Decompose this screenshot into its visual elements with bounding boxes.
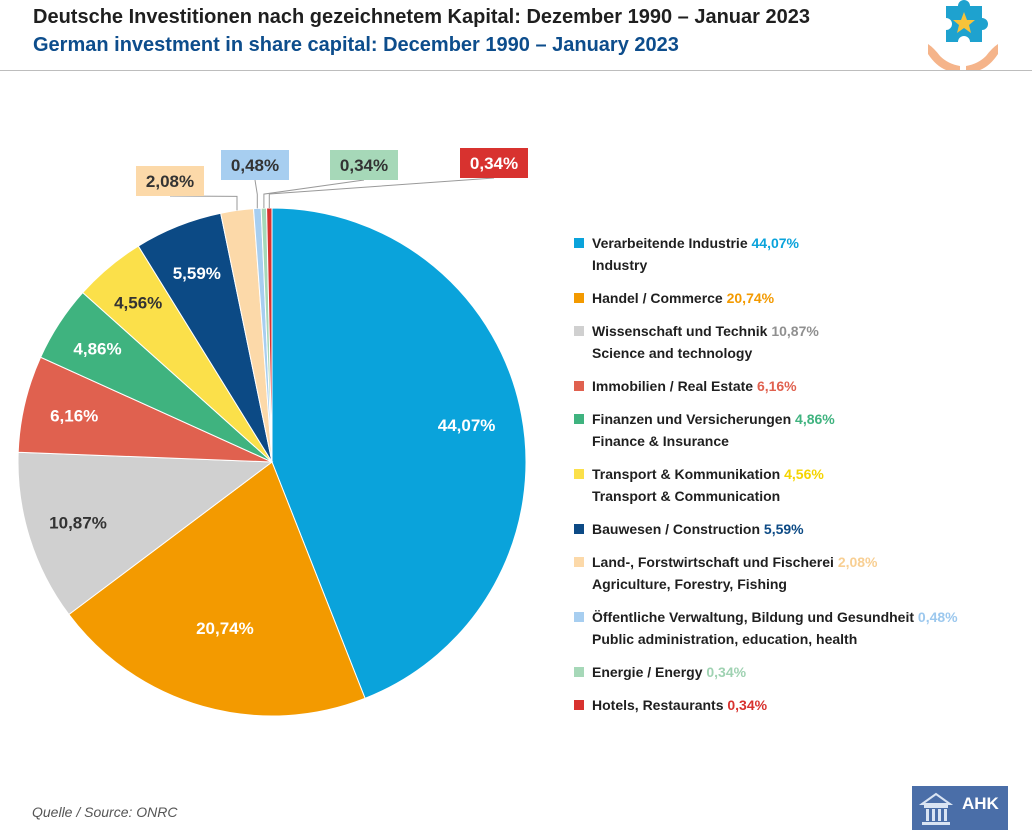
slice-value-label: 4,86% (73, 339, 121, 358)
legend-swatch (574, 667, 584, 677)
legend-swatch (574, 469, 584, 479)
legend-percentage: 0,48% (917, 609, 958, 625)
legend-swatch (574, 293, 584, 303)
callout-box (330, 150, 398, 180)
legend-label-de: Land-, Forstwirtschaft und Fischerei (592, 554, 838, 570)
legend-item: Verarbeitende Industrie 44,07% Industry (574, 232, 1024, 276)
legend-swatch (574, 414, 584, 424)
legend-item: Finanzen und Versicherungen 4,86% Finance… (574, 408, 1024, 452)
pie-slice (17, 451, 274, 616)
callout-value-label: 0,34% (470, 154, 518, 173)
pie-slice (68, 461, 366, 717)
legend-item: Energie / Energy 0,34% (574, 661, 1024, 683)
legend-label-de: Finanzen und Versicherungen (592, 411, 796, 427)
legend-label-de: Verarbeitende Industrie (592, 235, 752, 251)
legend-swatch (574, 381, 584, 391)
callout-box (221, 150, 289, 180)
ahk-logo-text: AHK (962, 794, 999, 813)
legend-label-en: Public administration, education, health (592, 631, 858, 647)
legend-swatch (574, 612, 584, 622)
callout-value-label: 0,34% (340, 156, 388, 175)
slice-value-label: 44,07% (438, 416, 496, 435)
legend-percentage: 5,59% (763, 521, 804, 537)
callout-leader-line (254, 179, 258, 209)
legend-label-de: Öffentliche Verwaltung, Bildung und Gesu… (592, 609, 918, 625)
legend-label-de: Handel / Commerce (592, 290, 727, 306)
legend: Verarbeitende Industrie 44,07% Industry Ha… (574, 232, 1024, 727)
legend-item: Land-, Forstwirtschaft und Fischerei 2,0… (574, 551, 1024, 595)
legend-percentage: 20,74% (726, 290, 775, 306)
callout-leader-line (169, 195, 238, 211)
ahk-building-logo-icon: AHK (912, 786, 1008, 830)
legend-label-en: Agriculture, Forestry, Fishing (592, 576, 787, 592)
legend-label-en: Finance & Insurance (592, 433, 729, 449)
legend-item: Öffentliche Verwaltung, Bildung und Gesu… (574, 606, 1024, 650)
pie-chart: 44,07% 20,74% 10,87% 6,16% 4,86% 4,56% 5,59% 2,… (17, 148, 528, 717)
legend-swatch (574, 238, 584, 248)
legend-label-en: Transport & Communication (592, 488, 781, 504)
legend-label-de: Immobilien / Real Estate (592, 378, 757, 394)
legend-percentage: 4,56% (784, 466, 824, 482)
callout-value-label: 0,48% (231, 156, 279, 175)
legend-label-de: Transport & Kommunikation (592, 466, 785, 482)
legend-item: Transport & Kommunikation 4,56% Transport… (574, 463, 1024, 507)
slice-value-label: 4,56% (114, 293, 162, 312)
legend-percentage: 44,07% (751, 235, 799, 251)
pie-slice (266, 207, 273, 463)
legend-label-en: Science and technology (592, 345, 753, 361)
callout-box (136, 166, 204, 196)
legend-item: Bauwesen / Construction 5,59% (574, 518, 1024, 540)
slice-value-label: 6,16% (50, 406, 98, 425)
legend-item: Wissenschaft und Technik 10,87% Science a… (574, 320, 1024, 364)
puzzle-hands-star-icon (928, 0, 998, 70)
legend-percentage: 10,87% (771, 323, 819, 339)
legend-label-en: Industry (592, 257, 648, 273)
header-divider (0, 70, 1032, 71)
legend-percentage: 2,08% (837, 554, 878, 570)
legend-item: Immobilien / Real Estate 6,16% (574, 375, 1024, 397)
legend-swatch (574, 700, 584, 710)
legend-percentage: 6,16% (756, 378, 797, 394)
legend-item: Hotels, Restaurants 0,34% (574, 694, 1024, 716)
legend-label-de: Hotels, Restaurants (592, 697, 728, 713)
legend-label-de: Wissenschaft und Technik (592, 323, 772, 339)
legend-swatch (574, 557, 584, 567)
legend-swatch (574, 524, 584, 534)
callout-box (460, 148, 528, 178)
legend-label-de: Energie / Energy (592, 664, 707, 680)
legend-percentage: 4,86% (795, 411, 835, 427)
callout-value-label: 2,08% (146, 172, 194, 191)
pie-slice (271, 207, 527, 699)
slice-value-label: 20,74% (196, 619, 254, 638)
legend-percentage: 0,34% (706, 664, 747, 680)
legend-swatch (574, 326, 584, 336)
slice-value-label: 10,87% (49, 514, 107, 533)
legend-item: Handel / Commerce 20,74% (574, 287, 1024, 309)
legend-label-de: Bauwesen / Construction (592, 521, 764, 537)
callout-leader-line (268, 177, 495, 208)
source-note: Quelle / Source: ONRC (32, 804, 178, 820)
callout-leader-line (263, 179, 365, 209)
title-english: German investment in share capital: Dece… (33, 34, 679, 56)
title-german: Deutsche Investitionen nach gezeichnetem… (33, 6, 810, 28)
legend-percentage: 0,34% (727, 697, 768, 713)
slice-value-label: 5,59% (173, 264, 221, 283)
